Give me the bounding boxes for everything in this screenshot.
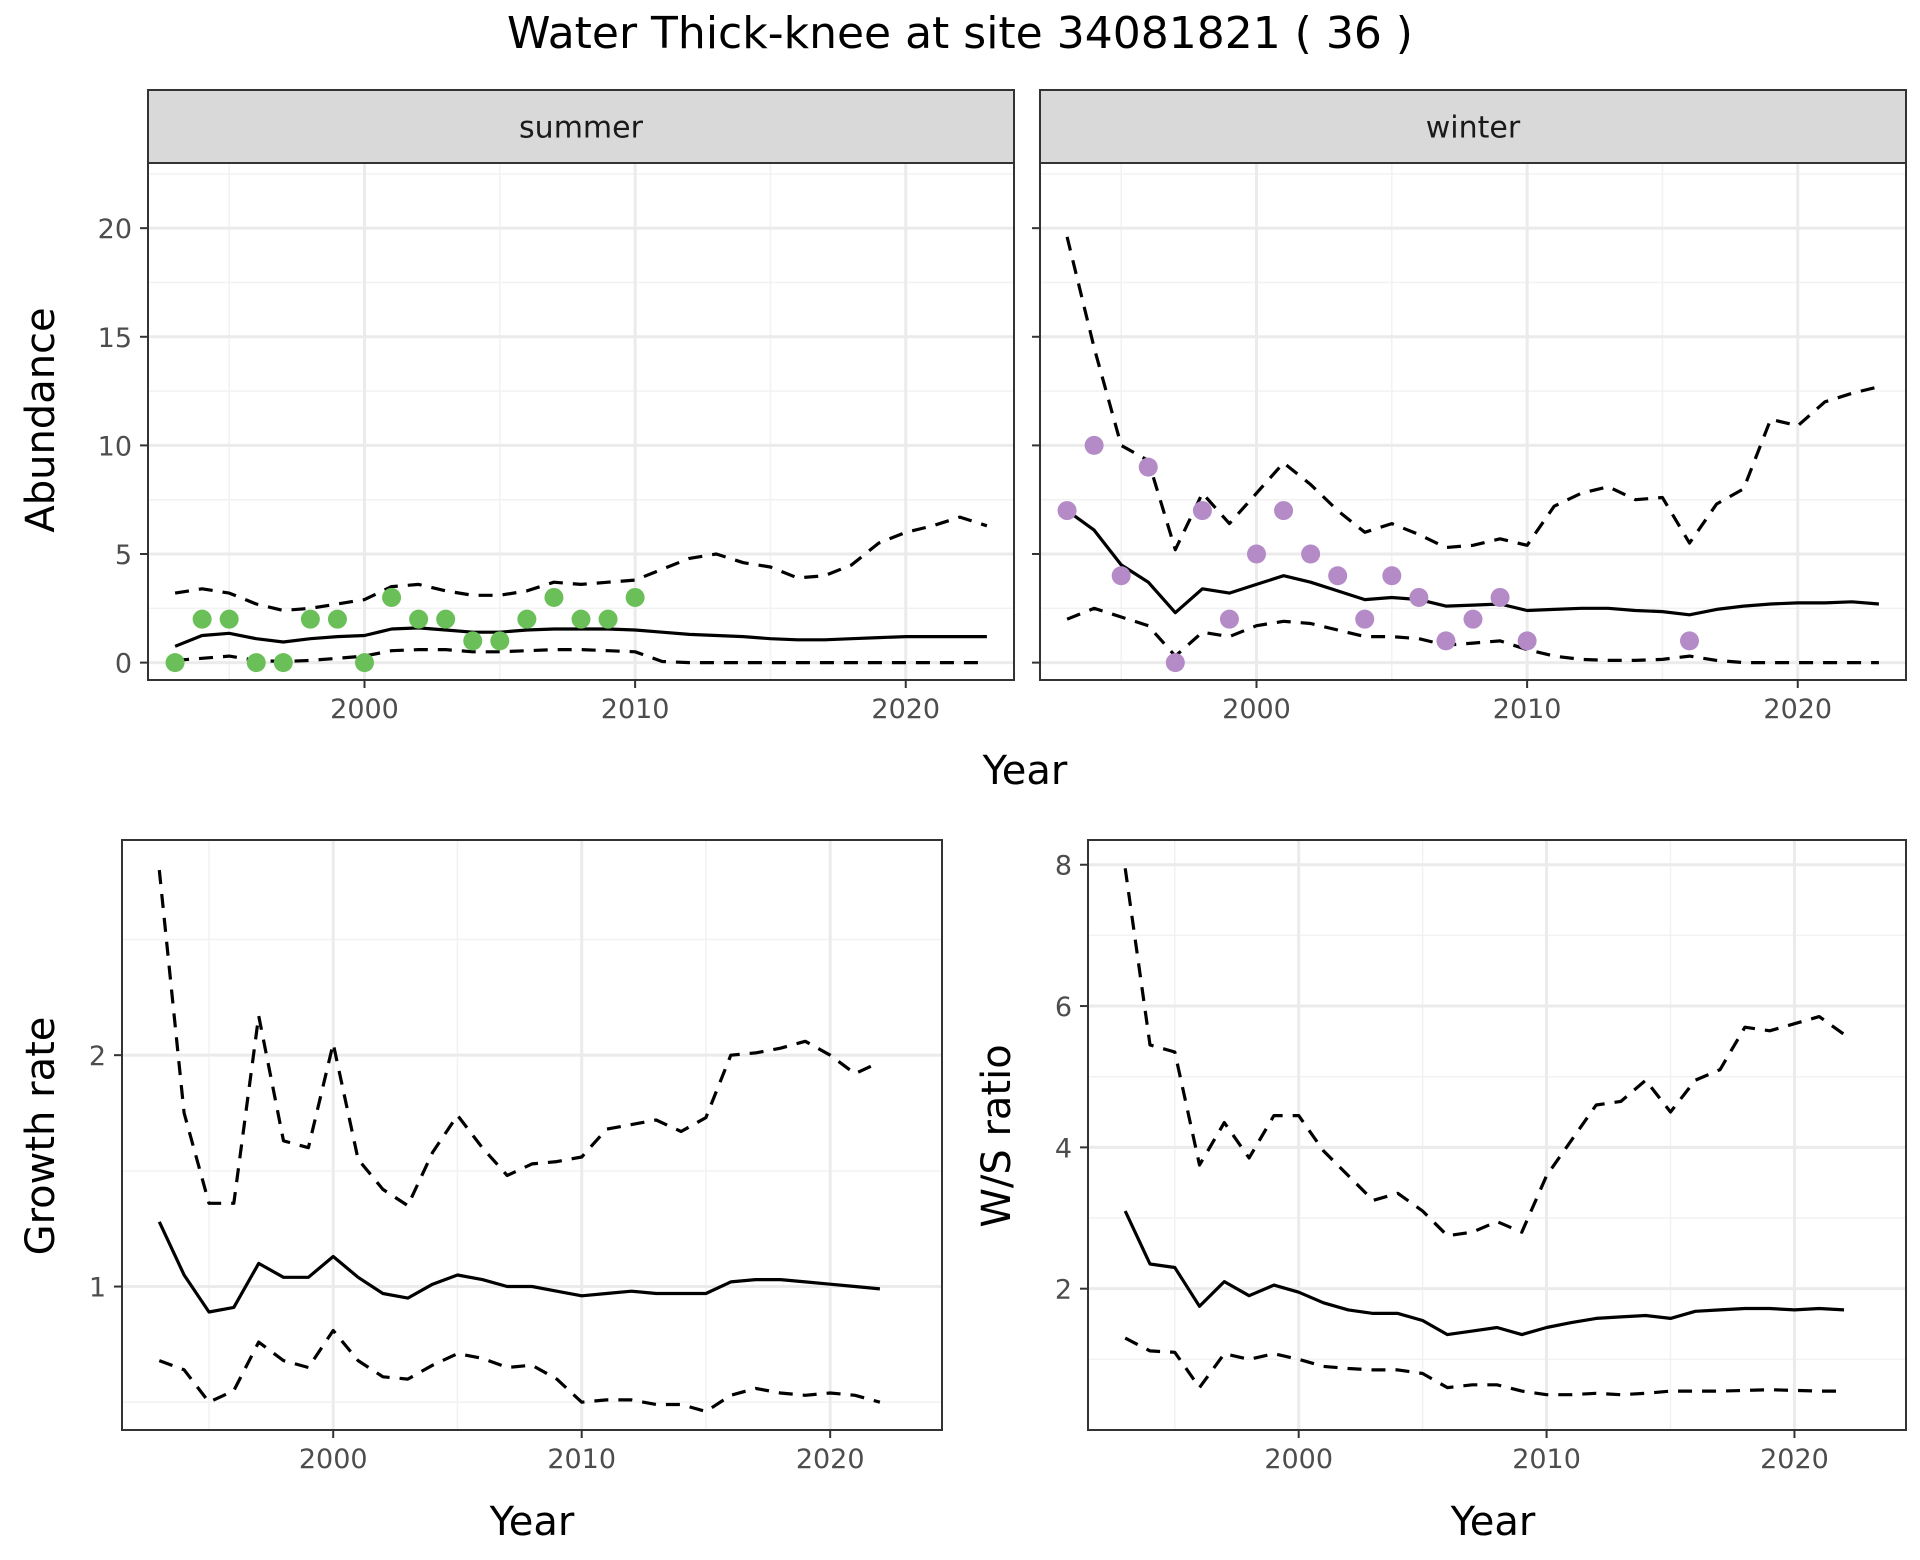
x-axis-title-ws: Year [1450, 1499, 1536, 1545]
facet-strip-label: winter [1426, 111, 1521, 146]
y-axis-title-ws: W/S ratio [974, 1044, 1020, 1227]
y-tick-label: 10 [98, 431, 132, 462]
observation-point [382, 587, 402, 607]
x-tick-label: 2010 [1512, 1444, 1581, 1475]
panel-ws-ratio: 2000 2010 2020 2 4 6 8 [1055, 839, 1907, 1475]
observation-point [1463, 609, 1483, 629]
observation-point [409, 609, 429, 629]
observation-point [517, 609, 537, 629]
plot-background [1040, 163, 1906, 680]
plot-background [122, 840, 942, 1430]
y-tick-label: 0 [115, 649, 132, 680]
y-axis-title-abundance: Abundance [18, 307, 64, 532]
confidence-bound-line [1065, 236, 1880, 552]
observation-point [327, 609, 347, 629]
panel-summer: summer 2000 2010 2020 0 5 10 15 20 [98, 89, 1015, 725]
y-tick-label: 15 [98, 323, 132, 354]
panel-outline [147, 89, 1015, 681]
observation-point [1355, 609, 1375, 629]
observation-point [1680, 631, 1699, 651]
trend-line [1066, 509, 1880, 617]
plot-background [1088, 840, 1906, 1430]
observation-point [544, 587, 564, 607]
y-tick-label: 8 [1055, 851, 1072, 882]
y-tick-label: 2 [1055, 1275, 1072, 1306]
y-tick-label: 5 [115, 540, 132, 571]
panel-growth-rate: 2000 2010 2020 1 2 [89, 839, 943, 1475]
trend-line [174, 626, 987, 648]
observation-point [1382, 566, 1402, 586]
observation-point [490, 631, 510, 651]
confidence-bound-line [1123, 868, 1845, 1238]
observation-point [463, 631, 483, 651]
y-tick-label: 6 [1055, 992, 1072, 1023]
x-tick-label: 2000 [299, 1444, 368, 1475]
panel-winter: winter 2000 2010 2020 [1032, 89, 1907, 725]
observation-point [1328, 566, 1348, 586]
x-tick-label: 2020 [1760, 1444, 1829, 1475]
observation-point [598, 609, 618, 629]
observation-point [1057, 501, 1077, 521]
observation-point [300, 609, 320, 629]
observation-point [625, 587, 645, 607]
y-axis-title-growth: Growth rate [18, 1017, 64, 1256]
observation-point [571, 609, 591, 629]
plot-background [148, 163, 1014, 680]
observation-point [1219, 609, 1239, 629]
confidence-bound-line [174, 647, 987, 665]
observation-point [192, 609, 212, 629]
x-tick-label: 2010 [1493, 694, 1562, 725]
observation-point [219, 609, 239, 629]
x-tick-label: 2010 [601, 694, 670, 725]
x-tick-label: 2020 [871, 694, 940, 725]
observation-point [1247, 544, 1266, 564]
observation-point [1111, 566, 1131, 586]
panel-border [1087, 839, 1907, 1431]
y-tick-label: 4 [1055, 1133, 1072, 1164]
observation-point [1138, 457, 1158, 477]
observation-point [355, 653, 374, 673]
x-axis-title-top: Year [982, 748, 1068, 794]
x-tick-label: 2010 [547, 1444, 616, 1475]
observation-point [246, 653, 266, 673]
observation-point [1301, 544, 1321, 564]
observation-point [1409, 587, 1429, 607]
confidence-bound-line [174, 515, 988, 613]
x-tick-label: 2020 [1763, 694, 1832, 725]
panel-outline [1039, 89, 1907, 681]
trend-line [1123, 1210, 1845, 1337]
observation-point [165, 653, 185, 673]
y-tick-label: 20 [98, 214, 132, 245]
x-tick-label: 2000 [1264, 1444, 1333, 1475]
y-tick-label: 1 [89, 1273, 106, 1304]
observation-point [1084, 435, 1104, 455]
x-tick-label: 2020 [796, 1444, 865, 1475]
observation-point [1517, 631, 1537, 651]
y-tick-label: 2 [89, 1041, 106, 1072]
observation-point [1274, 501, 1294, 521]
observation-point [436, 609, 456, 629]
confidence-bound-line [1066, 606, 1879, 665]
panel-border [121, 839, 943, 1431]
confidence-bound-line [158, 1328, 881, 1414]
facet-strip-label: summer [519, 111, 644, 146]
x-axis-title-growth: Year [489, 1499, 575, 1545]
observation-point [1490, 587, 1510, 607]
x-tick-label: 2000 [330, 694, 399, 725]
observation-point [1192, 501, 1212, 521]
observation-point [1165, 653, 1185, 673]
x-tick-label: 2000 [1222, 694, 1291, 725]
chart-title: Water Thick-knee at site 34081821 ( 36 ) [507, 8, 1413, 59]
observation-point [273, 653, 293, 673]
confidence-bound-line [157, 869, 881, 1208]
trend-line [157, 1221, 881, 1314]
observation-point [1436, 631, 1456, 651]
